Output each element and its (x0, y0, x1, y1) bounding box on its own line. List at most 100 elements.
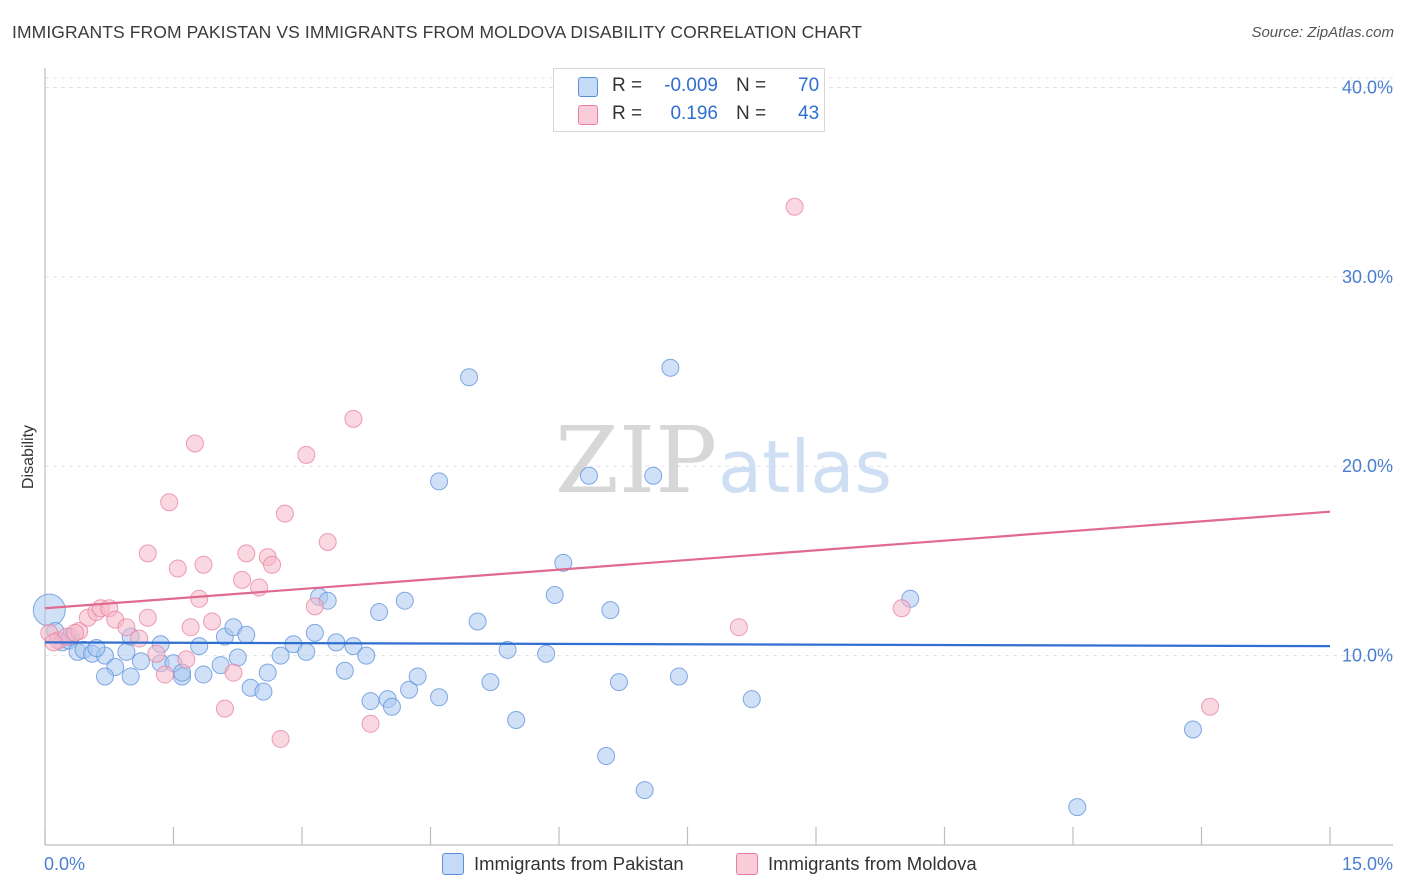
pakistan-point (87, 639, 106, 658)
correlation-legend: R = -0.009 N = 70 R = 0.196 N = 43 (553, 68, 825, 132)
pakistan-point (32, 593, 66, 627)
moldova-point (1201, 697, 1220, 716)
pakistan-point (481, 673, 500, 692)
pakistan-point (601, 601, 620, 620)
pakistan-point (121, 667, 140, 686)
moldova-point (729, 618, 748, 637)
moldova-point (190, 589, 209, 608)
legend-swatch-pakistan (578, 77, 598, 97)
legend-n-label: N = (736, 75, 767, 96)
moldova-point (297, 445, 316, 464)
pakistan-point (468, 612, 487, 631)
pakistan-point (597, 746, 616, 765)
pakistan-point (258, 663, 277, 682)
legend-n-label: N = (736, 103, 767, 124)
pakistan-point (395, 591, 414, 610)
moldova-point (785, 197, 804, 216)
moldova-point (263, 555, 282, 574)
pakistan-point (305, 623, 324, 642)
legend-swatch-moldova (736, 853, 758, 875)
moldova-point (275, 504, 294, 523)
legend-r-value-pakistan: -0.009 (664, 75, 718, 96)
y-tick-label: 40.0% (1342, 77, 1393, 97)
legend-label-pakistan: Immigrants from Pakistan (474, 853, 684, 874)
axes (44, 68, 1393, 846)
pakistan-point (1068, 798, 1087, 817)
legend-swatch-moldova (578, 105, 598, 125)
x-tick-label-max: 15.0% (1342, 854, 1393, 874)
watermark-atlas: atlas (718, 425, 892, 509)
legend-label-moldova: Immigrants from Moldova (768, 853, 977, 874)
moldova-point (65, 623, 84, 642)
pakistan-point (271, 646, 290, 665)
legend-r-label: R = (612, 75, 643, 96)
pakistan-point (430, 472, 449, 491)
moldova-point (361, 714, 380, 733)
pakistan-point (357, 646, 376, 665)
pakistan-point (644, 466, 663, 485)
pakistan-point (194, 665, 213, 684)
pakistan-point (335, 661, 354, 680)
pakistan-point (361, 692, 380, 711)
moldova-point (177, 650, 196, 669)
pakistan-point (460, 368, 479, 387)
pakistan-point (400, 680, 419, 699)
y-tick-labels: 10.0% 20.0% 30.0% 40.0% (1342, 77, 1393, 665)
trend-lines (44, 510, 1331, 648)
pakistan-point (190, 637, 209, 656)
pakistan-point (661, 358, 680, 377)
y-axis-label: Disability (20, 425, 37, 489)
moldova-point (155, 665, 174, 684)
pakistan-point (579, 466, 598, 485)
pakistan-point (507, 711, 526, 730)
source-note: Source: ZipAtlas.com (1251, 24, 1394, 41)
pakistan-trend-line (44, 641, 1331, 648)
pakistan-point (408, 667, 427, 686)
moldova-point (168, 559, 187, 578)
moldova-point (237, 544, 256, 563)
moldova-trend-line (44, 510, 1331, 610)
watermark: ZIP atlas (555, 407, 892, 514)
pakistan-point (95, 667, 114, 686)
moldova-point (892, 599, 911, 618)
pakistan-point (228, 648, 247, 667)
pakistan-point (1183, 720, 1202, 739)
moldova-point (138, 544, 157, 563)
gridlines (45, 77, 1393, 657)
pakistan-point (430, 688, 449, 707)
y-tick-label: 30.0% (1342, 267, 1393, 287)
pakistan-point (635, 781, 654, 800)
pakistan-point (609, 673, 628, 692)
moldova-point (215, 699, 234, 718)
moldova-point (271, 729, 290, 748)
moldova-point (344, 409, 363, 428)
moldova-point (318, 532, 337, 551)
moldova-point (181, 618, 200, 637)
legend-r-value-moldova: 0.196 (670, 103, 718, 124)
pakistan-point (370, 603, 389, 622)
moldova-point (130, 629, 149, 648)
moldova-point (185, 434, 204, 453)
pakistan-point (237, 625, 256, 644)
pakistan-point (554, 553, 573, 572)
pakistan-point (742, 690, 761, 709)
chart-title: IMMIGRANTS FROM PAKISTAN VS IMMIGRANTS F… (12, 22, 863, 42)
legend-swatch-pakistan (442, 853, 464, 875)
watermark-zip: ZIP (555, 407, 717, 514)
pakistan-point (344, 637, 363, 656)
moldova-point (194, 555, 213, 574)
legend-n-value-pakistan: 70 (798, 75, 820, 96)
pakistan-point (669, 667, 688, 686)
pakistan-point (131, 652, 150, 671)
pakistan-point (117, 642, 136, 661)
moldova-point (233, 570, 252, 589)
pakistan-point (254, 682, 273, 701)
x-tick-label-min: 0.0% (44, 854, 85, 874)
moldova-point (160, 493, 179, 512)
moldova-point (305, 597, 324, 616)
moldova-point (117, 618, 136, 637)
pakistan-point (537, 644, 556, 663)
moldova-point (224, 663, 243, 682)
legend-r-label: R = (612, 103, 643, 124)
moldova-point (138, 608, 157, 627)
